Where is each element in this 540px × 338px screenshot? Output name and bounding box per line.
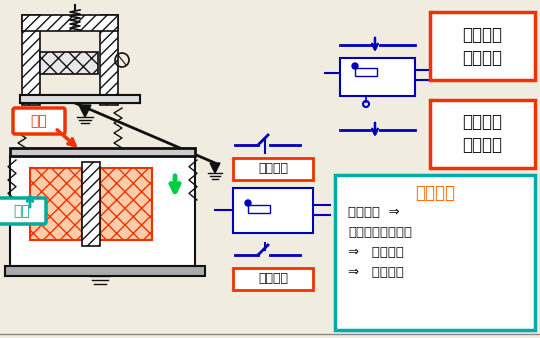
Polygon shape — [210, 163, 220, 173]
Bar — [5, 266, 205, 276]
Bar — [30, 168, 82, 240]
Bar — [430, 12, 535, 80]
Bar — [335, 175, 535, 330]
Bar — [22, 15, 118, 31]
Bar — [100, 168, 152, 240]
Polygon shape — [79, 105, 91, 117]
Text: 常闭触头: 常闭触头 — [462, 113, 502, 131]
Text: 延时打开: 延时打开 — [462, 136, 502, 154]
Bar — [355, 68, 377, 76]
Bar — [100, 15, 118, 105]
Bar — [430, 100, 535, 168]
Text: ⇒   触头动作: ⇒ 触头动作 — [348, 266, 404, 280]
Bar — [10, 156, 195, 266]
Circle shape — [245, 200, 251, 206]
Text: 常开触头: 常开触头 — [462, 26, 502, 44]
Bar — [22, 15, 40, 105]
Text: 衔铁: 衔铁 — [31, 114, 48, 128]
Text: ⇒   连杆动作: ⇒ 连杆动作 — [348, 246, 404, 260]
FancyBboxPatch shape — [0, 198, 46, 224]
Bar — [248, 205, 270, 213]
Text: 延时闭合: 延时闭合 — [462, 49, 502, 67]
Text: 线圈通电  ⇒: 线圈通电 ⇒ — [348, 207, 400, 219]
Text: 线圈: 线圈 — [14, 204, 30, 218]
FancyBboxPatch shape — [13, 108, 65, 134]
Text: 衔铁吸合（向下）: 衔铁吸合（向下） — [348, 226, 412, 240]
Bar — [20, 95, 140, 103]
Text: 动作过程: 动作过程 — [415, 184, 455, 202]
Bar — [82, 162, 100, 246]
Circle shape — [352, 63, 358, 69]
Text: 常闭触头: 常闭触头 — [258, 163, 288, 175]
Bar — [233, 158, 313, 180]
Bar — [10, 148, 195, 156]
Bar — [233, 268, 313, 290]
Bar — [340, 58, 415, 96]
Bar — [233, 188, 313, 233]
Text: 常开触头: 常开触头 — [258, 272, 288, 286]
Bar — [40, 52, 98, 74]
